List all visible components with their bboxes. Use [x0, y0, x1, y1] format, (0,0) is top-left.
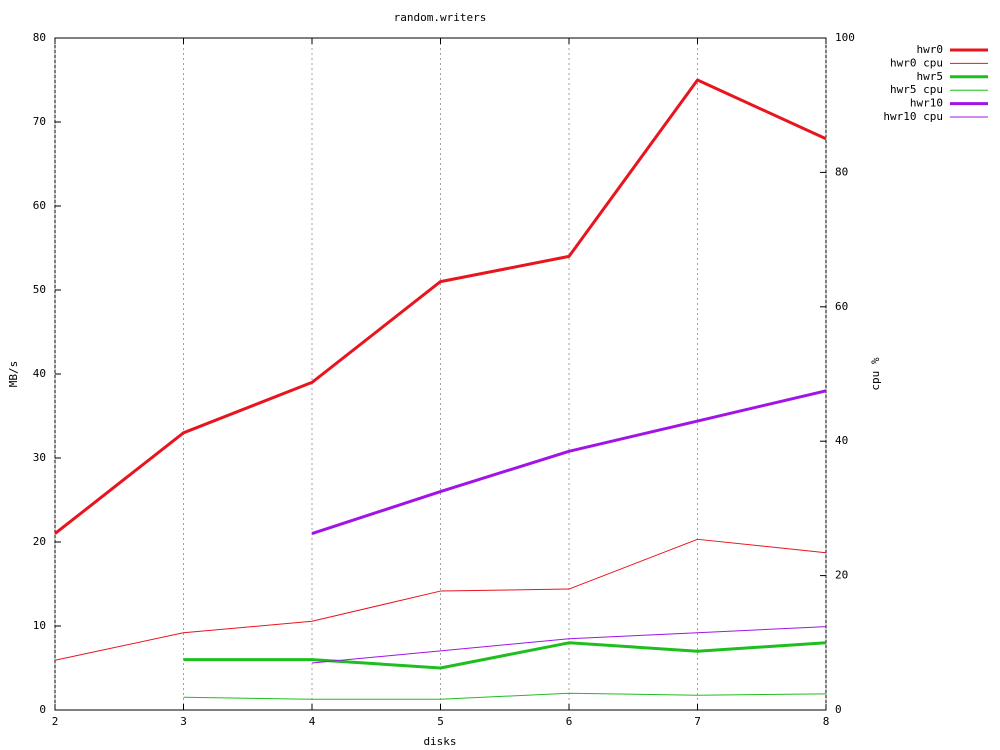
y-tick-label: 50: [33, 283, 46, 296]
y-tick-label: 60: [33, 199, 46, 212]
chart-title: random.writers: [394, 11, 487, 24]
y-tick-label: 30: [33, 451, 46, 464]
x-tick-label: 3: [180, 715, 187, 728]
series-line: [311, 389, 827, 536]
x-tick-label: 6: [566, 715, 573, 728]
legend-label: hwr10 cpu: [883, 110, 943, 123]
legend-label: hwr5: [917, 70, 944, 83]
series-line: [54, 538, 827, 661]
series-line: [54, 78, 827, 535]
series-line: [183, 692, 827, 700]
legend-label: hwr0 cpu: [890, 56, 943, 69]
y-tick-label: 70: [33, 115, 46, 128]
y-tick-label: 10: [33, 619, 46, 632]
y-tick-label: 0: [39, 703, 46, 716]
x-axis-label: disks: [423, 735, 456, 748]
x-tick-label: 4: [309, 715, 316, 728]
y-tick-label: 80: [33, 31, 46, 44]
x-tick-label: 8: [823, 715, 830, 728]
y-tick-label: 40: [33, 367, 46, 380]
x-tick-label: 5: [437, 715, 444, 728]
y2-tick-label: 40: [835, 434, 848, 447]
legend-label: hwr5 cpu: [890, 83, 943, 96]
series-line: [311, 626, 827, 664]
x-tick-label: 2: [52, 715, 59, 728]
series-line: [183, 641, 827, 670]
legend-label: hwr0: [917, 43, 944, 56]
y2-tick-label: 0: [835, 703, 842, 716]
x-tick-label: 7: [694, 715, 701, 728]
y2-tick-label: 60: [835, 300, 848, 313]
y2-tick-label: 100: [835, 31, 855, 44]
y2-tick-label: 20: [835, 569, 848, 582]
y2-tick-label: 80: [835, 165, 848, 178]
legend-label: hwr10: [910, 97, 943, 110]
y-axis-label: MB/s: [7, 361, 20, 388]
y2-axis-label: cpu %: [869, 357, 882, 390]
y-tick-label: 20: [33, 535, 46, 548]
